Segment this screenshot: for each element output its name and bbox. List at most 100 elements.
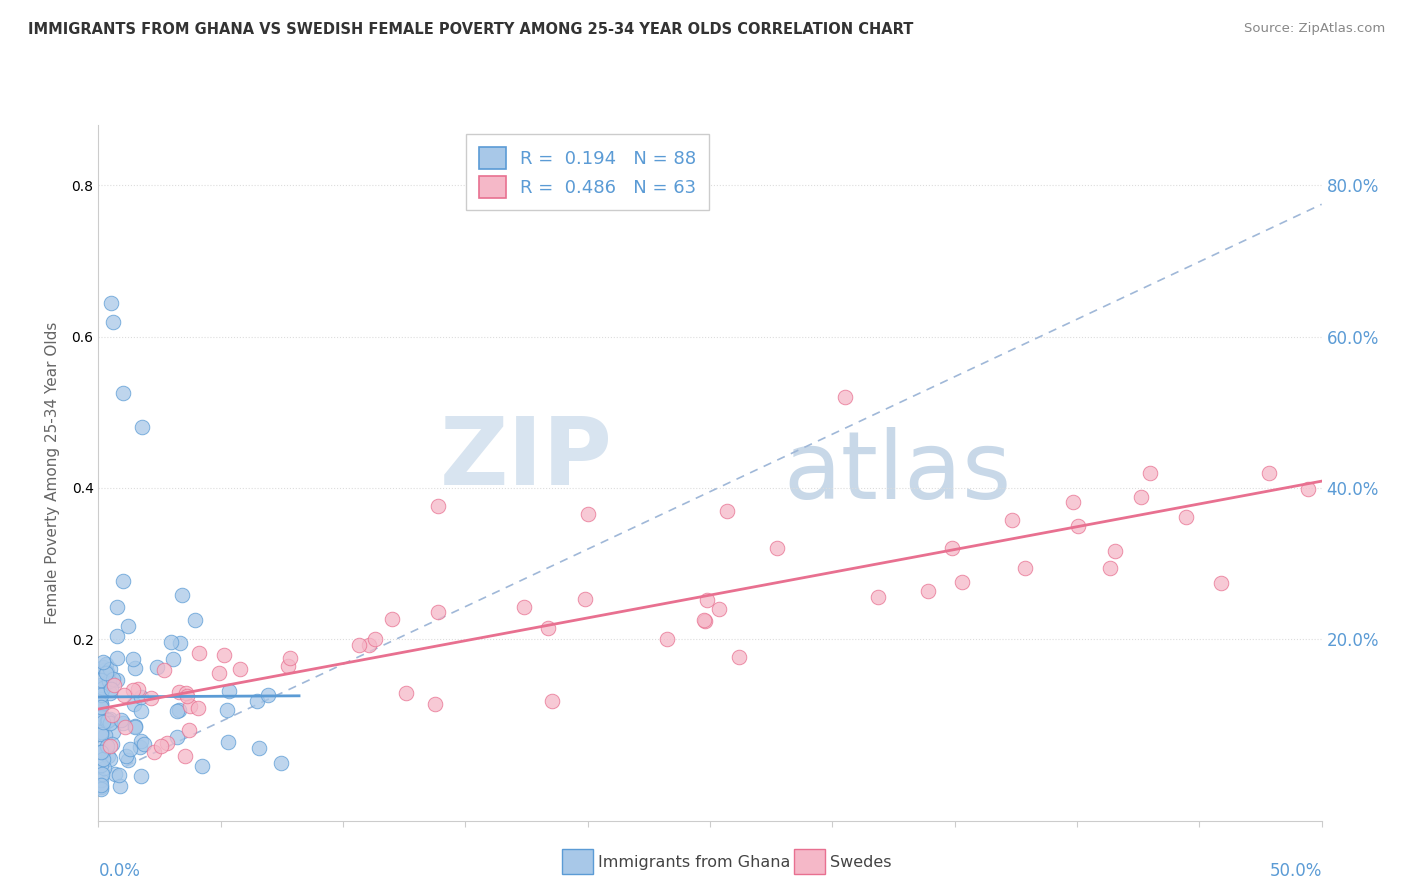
Point xyxy=(90,740,112,755)
Text: 0.0%: 0.0% xyxy=(98,863,141,880)
Point xyxy=(96,749,118,764)
Point xyxy=(179,699,201,714)
Point xyxy=(90,758,112,772)
Legend: R =  0.194   N = 88, R =  0.486   N = 63: R = 0.194 N = 88, R = 0.486 N = 63 xyxy=(467,134,709,211)
Point xyxy=(90,780,112,794)
Point xyxy=(1130,491,1153,505)
Point xyxy=(177,723,200,737)
Point xyxy=(90,778,112,792)
Point xyxy=(90,725,112,739)
Point xyxy=(208,665,231,680)
Point xyxy=(115,749,138,764)
Point xyxy=(91,752,114,766)
Point xyxy=(98,686,121,700)
Point xyxy=(111,574,134,588)
Text: ZIP: ZIP xyxy=(439,413,612,505)
Point xyxy=(100,295,122,310)
Point xyxy=(91,655,114,669)
Point xyxy=(103,678,125,692)
Point xyxy=(146,660,169,674)
Point xyxy=(1099,561,1122,575)
Point xyxy=(112,689,135,703)
Point xyxy=(124,720,146,734)
Point xyxy=(716,504,738,518)
Point xyxy=(94,666,117,681)
Point xyxy=(917,583,939,598)
Point xyxy=(169,635,191,649)
Point xyxy=(91,681,114,695)
Point xyxy=(693,614,716,628)
Point xyxy=(728,649,751,664)
Point xyxy=(90,673,112,688)
Point xyxy=(142,745,165,759)
Point xyxy=(187,701,209,715)
Point xyxy=(513,600,536,615)
Point xyxy=(395,686,418,700)
Point xyxy=(90,706,112,721)
Point xyxy=(176,689,198,703)
Text: 50.0%: 50.0% xyxy=(1270,863,1322,880)
Point xyxy=(101,314,124,328)
Point xyxy=(111,386,134,401)
Point xyxy=(105,629,128,643)
Point xyxy=(98,673,121,688)
Point xyxy=(364,632,387,646)
Point xyxy=(1001,512,1024,526)
Point xyxy=(1257,466,1279,480)
Point xyxy=(129,734,152,748)
Point xyxy=(574,591,596,606)
Point xyxy=(105,600,128,615)
Point xyxy=(105,651,128,665)
Point xyxy=(91,660,114,674)
Point xyxy=(150,739,173,754)
Point xyxy=(94,727,117,741)
Point xyxy=(868,590,890,604)
Point xyxy=(357,638,380,652)
Point xyxy=(576,508,599,522)
Point xyxy=(187,646,209,660)
Point xyxy=(423,698,446,712)
Point xyxy=(98,715,121,730)
Point xyxy=(537,621,560,635)
Point xyxy=(117,619,139,633)
Point xyxy=(107,768,129,782)
Point xyxy=(541,694,564,708)
Point xyxy=(90,726,112,740)
Point xyxy=(90,678,112,692)
Point xyxy=(98,752,121,766)
Point xyxy=(766,541,789,555)
Point xyxy=(121,652,143,666)
Point xyxy=(278,651,301,665)
Point xyxy=(105,673,128,688)
Point xyxy=(132,737,155,751)
Point xyxy=(98,662,121,676)
Point xyxy=(696,592,718,607)
Point xyxy=(129,704,152,718)
Point xyxy=(427,499,450,513)
Point xyxy=(218,683,240,698)
Point xyxy=(96,665,118,679)
Point xyxy=(276,659,298,673)
Point xyxy=(1062,494,1084,508)
Point xyxy=(1139,466,1161,480)
Point xyxy=(90,745,112,759)
Text: Source: ZipAtlas.com: Source: ZipAtlas.com xyxy=(1244,22,1385,36)
Point xyxy=(169,703,191,717)
Point xyxy=(98,712,121,726)
Point xyxy=(131,690,153,704)
Point xyxy=(90,700,112,714)
Point xyxy=(110,713,132,727)
Point xyxy=(114,720,136,734)
Point xyxy=(91,744,114,758)
Point xyxy=(90,710,112,724)
Point xyxy=(100,738,122,752)
Text: IMMIGRANTS FROM GHANA VS SWEDISH FEMALE POVERTY AMONG 25-34 YEAR OLDS CORRELATIO: IMMIGRANTS FROM GHANA VS SWEDISH FEMALE … xyxy=(28,22,914,37)
Point xyxy=(91,714,114,729)
Point xyxy=(229,662,252,676)
Point xyxy=(110,779,132,793)
Point xyxy=(90,772,112,787)
Point xyxy=(166,730,188,744)
Point xyxy=(153,663,176,677)
Point xyxy=(834,390,856,404)
Point xyxy=(100,708,122,723)
